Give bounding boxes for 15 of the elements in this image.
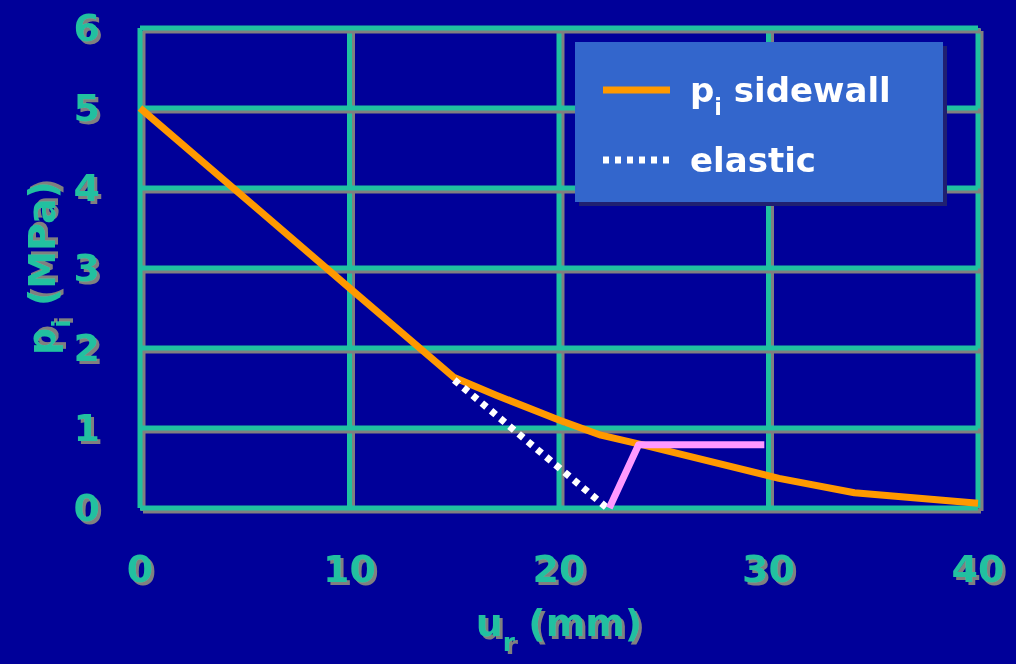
legend-label: p$_{i}$ sidewall [690, 70, 891, 120]
y-tick-label: 6 [73, 6, 100, 50]
y-tick-label: 0 [73, 486, 100, 530]
x-tick-label: 40 [951, 547, 1005, 591]
y-tick-label: 3 [73, 246, 100, 290]
y-tick-label: 4 [73, 166, 100, 210]
x-tick-label: 20 [532, 547, 586, 591]
y-tick-label: 1 [73, 406, 100, 450]
y-tick-label: 5 [73, 86, 100, 130]
legend-label: elastic [690, 140, 816, 180]
x-axis-title: u$_{r}$ (mm) [475, 601, 643, 657]
x-tick-label: 0 [126, 547, 154, 591]
x-tick-label: 30 [742, 547, 795, 591]
y-tick-label: 2 [73, 326, 100, 370]
x-tick-label: 10 [323, 547, 376, 591]
